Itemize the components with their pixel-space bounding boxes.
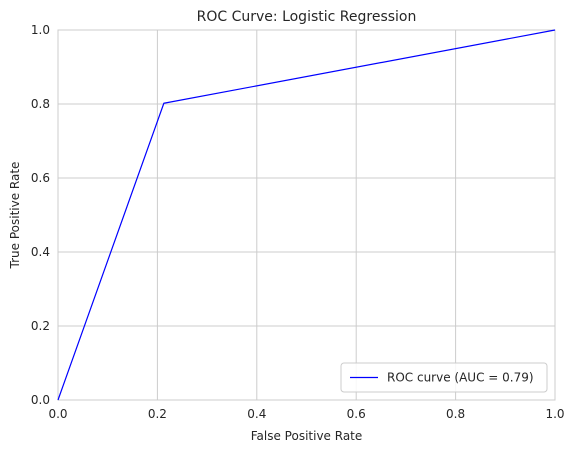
axes-frame [57, 29, 556, 401]
chart-title: ROC Curve: Logistic Regression [197, 9, 417, 25]
y-tick-label: 0.6 [31, 171, 50, 185]
y-tick-label: 0.4 [31, 245, 50, 259]
x-axis-label: False Positive Rate [251, 429, 363, 443]
grid [57, 29, 556, 401]
legend-label-roc: ROC curve (AUC = 0.79) [387, 371, 534, 385]
y-tick-label: 0.0 [31, 393, 50, 407]
x-tick-label: 0.2 [148, 407, 167, 421]
x-tick-label: 0.8 [446, 407, 465, 421]
y-axis-label: True Positive Rate [8, 162, 22, 270]
y-tick-labels: 0.0 0.2 0.4 0.6 0.8 1.0 [31, 23, 50, 407]
x-tick-label: 0.6 [347, 407, 366, 421]
x-tick-label: 0.4 [247, 407, 266, 421]
legend-box [340, 362, 548, 393]
legend: ROC curve (AUC = 0.79) [340, 362, 548, 393]
x-tick-labels: 0.0 0.2 0.4 0.6 0.8 1.0 [48, 407, 564, 421]
series-layer [57, 29, 556, 401]
y-tick-label: 0.8 [31, 97, 50, 111]
y-tick-label: 1.0 [31, 23, 50, 37]
y-tick-label: 0.2 [31, 319, 50, 333]
x-tick-label: 0.0 [48, 407, 67, 421]
roc-curve-line [57, 29, 556, 401]
x-tick-label: 1.0 [545, 407, 564, 421]
